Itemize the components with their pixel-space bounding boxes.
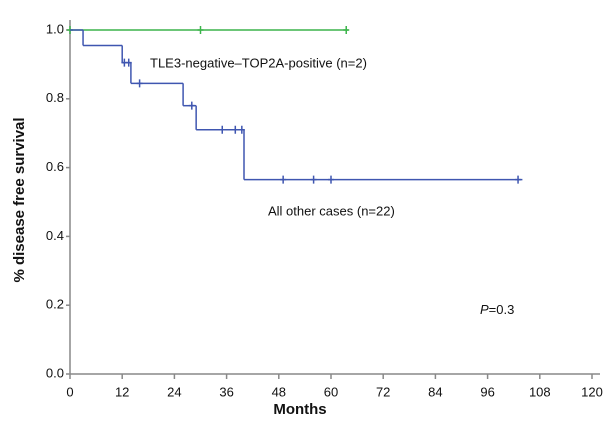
x-tick-label: 12 xyxy=(115,384,129,399)
censor-mark xyxy=(219,125,226,134)
x-tick-label: 0 xyxy=(66,384,73,399)
p-text: =0.3 xyxy=(489,302,515,317)
series-label: TLE3-negative–TOP2A-positive (n=2) xyxy=(150,55,367,70)
censor-mark xyxy=(125,58,132,67)
censor-mark xyxy=(328,175,334,184)
x-tick-label: 60 xyxy=(324,384,338,399)
y-tick-label: 1.0 xyxy=(46,21,64,36)
p-symbol: P xyxy=(480,302,489,317)
x-axis-title: Months xyxy=(273,401,326,418)
x-tick-label: 96 xyxy=(480,384,494,399)
censor-mark xyxy=(310,175,317,184)
censor-mark xyxy=(238,125,245,134)
censor-mark xyxy=(197,26,204,34)
y-tick-label: 0.4 xyxy=(46,228,64,243)
series-label: All other cases (n=22) xyxy=(268,203,395,218)
x-tick-label: 36 xyxy=(219,384,233,399)
x-tick-label: 108 xyxy=(529,384,551,399)
censor-mark xyxy=(136,79,143,88)
censor-mark xyxy=(188,101,195,110)
y-tick-label: 0.6 xyxy=(46,159,64,174)
y-tick-label: 0.2 xyxy=(46,297,64,312)
censor-mark xyxy=(232,125,239,134)
x-tick-label: 84 xyxy=(428,384,442,399)
y-tick-label: 0.0 xyxy=(46,365,64,380)
p-value: P=0.3 xyxy=(480,302,514,317)
censor-mark xyxy=(343,26,350,34)
censor-mark xyxy=(515,175,522,184)
y-axis-title: % disease free survival xyxy=(11,117,28,282)
x-tick-label: 120 xyxy=(581,384,603,399)
x-tick-label: 72 xyxy=(376,384,390,399)
censor-mark xyxy=(280,175,287,184)
x-tick-label: 24 xyxy=(167,384,181,399)
x-tick-label: 48 xyxy=(272,384,286,399)
y-tick-label: 0.8 xyxy=(46,90,64,105)
